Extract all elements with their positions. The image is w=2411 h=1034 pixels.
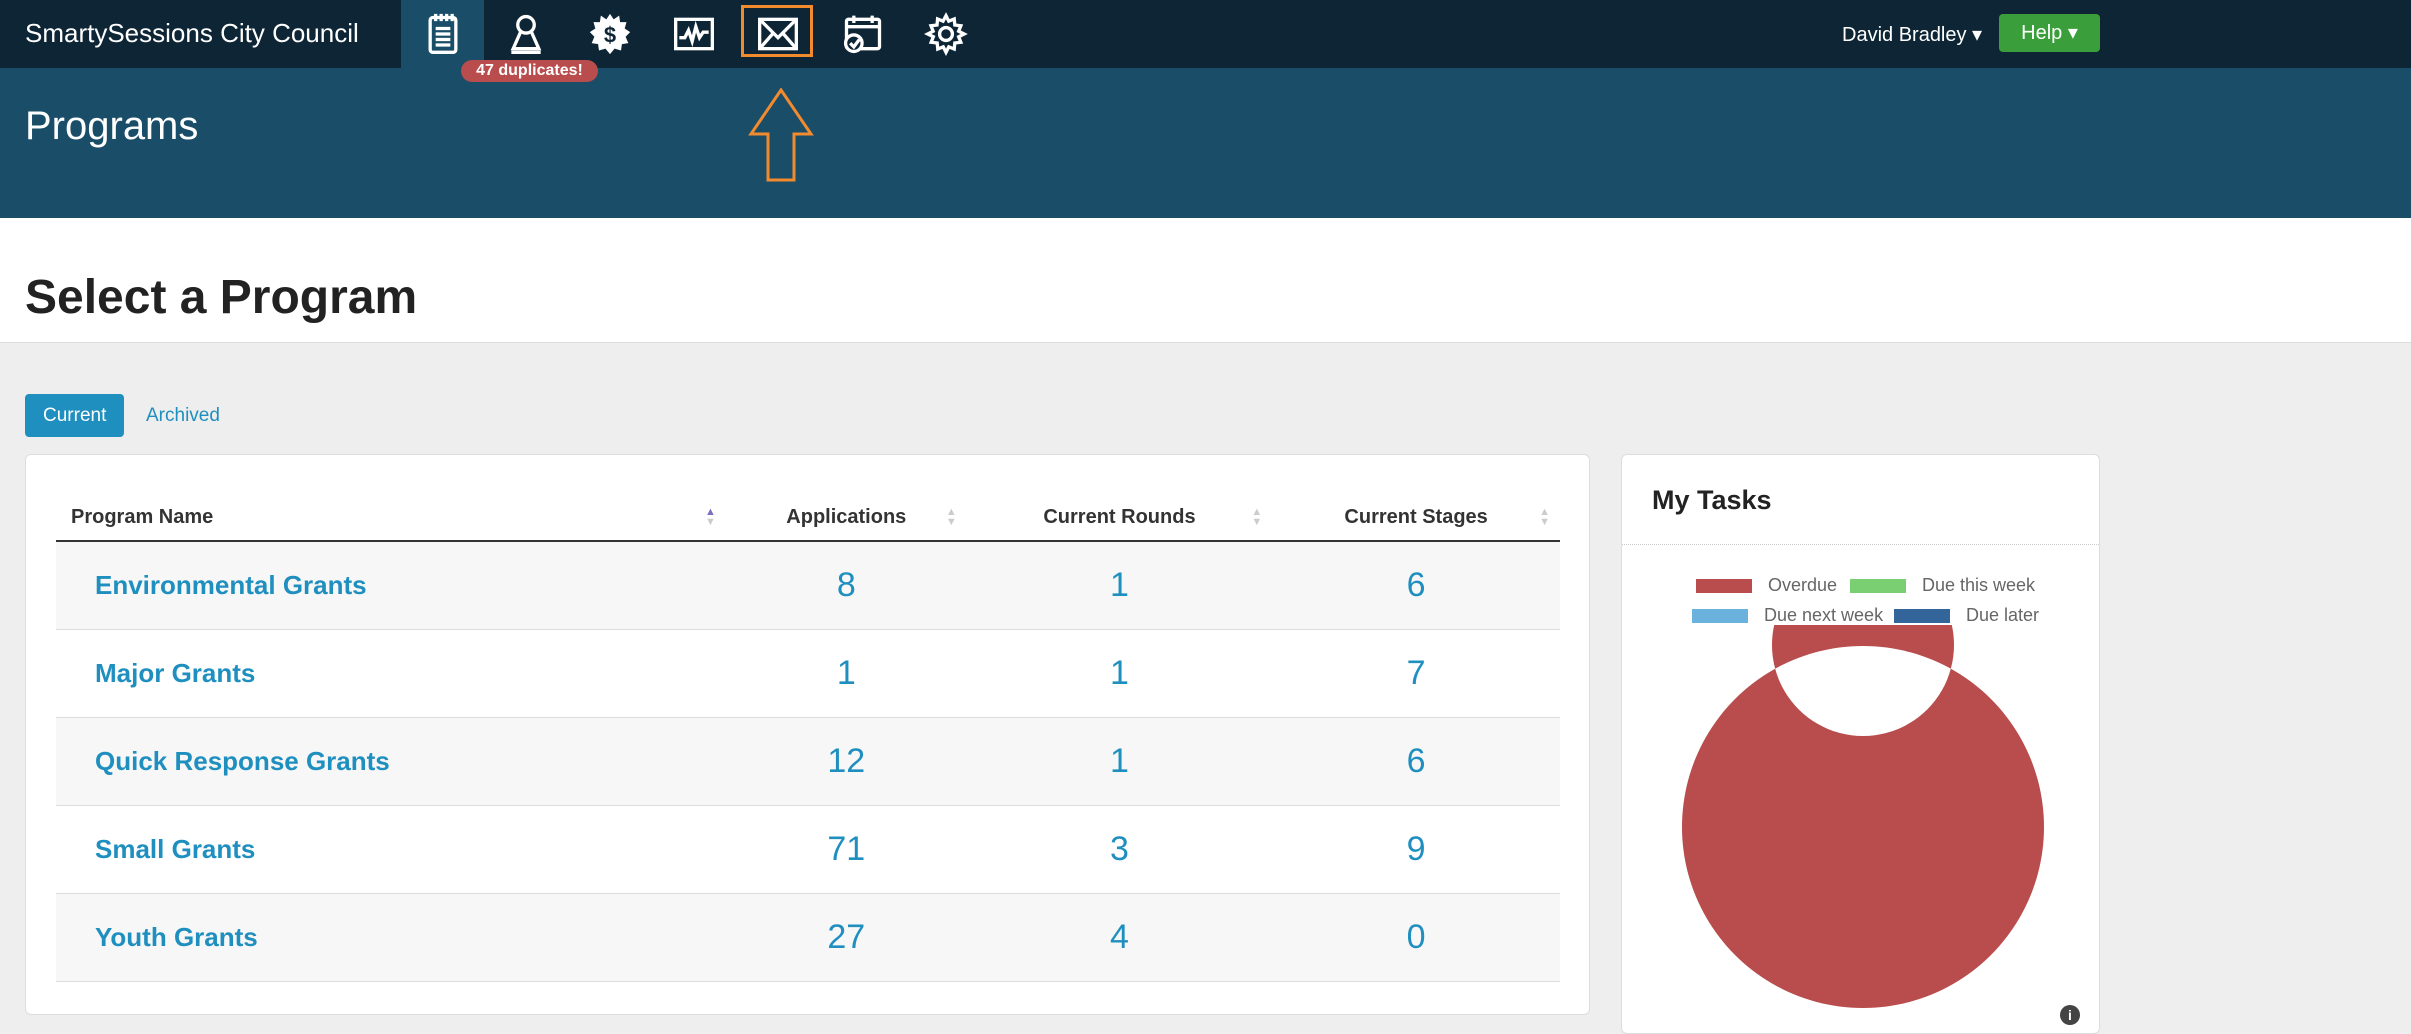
current-rounds-count[interactable]: 1 xyxy=(966,717,1273,806)
applications-count[interactable]: 12 xyxy=(725,717,967,806)
program-name-link[interactable]: Environmental Grants xyxy=(56,541,726,630)
column-header-current-rounds[interactable]: Current Rounds ▲ ▼ xyxy=(966,495,1273,542)
legend-swatch xyxy=(1894,608,1950,623)
current-rounds-count[interactable]: 1 xyxy=(966,629,1273,718)
donut-slice-overdue[interactable] xyxy=(1682,625,2044,1008)
user-menu[interactable]: David Bradley ▾ xyxy=(1842,24,1983,46)
current-stages-count[interactable]: 7 xyxy=(1272,629,1560,718)
up-arrow-annotation xyxy=(748,88,814,182)
gear-icon[interactable] xyxy=(916,6,976,62)
my-tasks-card: My Tasks Overdue Due this week Due next … xyxy=(1621,454,2100,1034)
legend-overdue[interactable]: Overdue xyxy=(1696,575,1837,596)
divider xyxy=(1622,544,2099,545)
column-header-program-name[interactable]: Program Name ▲ ▼ xyxy=(56,495,726,542)
current-rounds-count[interactable]: 3 xyxy=(966,805,1273,894)
top-navbar: SmartySessions City Council $ 47 duplica… xyxy=(0,0,2411,82)
tab-current[interactable]: Current xyxy=(25,394,125,437)
program-name-link[interactable]: Small Grants xyxy=(56,805,726,894)
legend-due-next-week[interactable]: Due next week xyxy=(1692,605,1883,626)
tasks-title: My Tasks xyxy=(1652,485,1772,515)
legend-swatch xyxy=(1850,578,1906,593)
applications-count[interactable]: 27 xyxy=(725,893,967,982)
applications-count[interactable]: 8 xyxy=(725,541,967,630)
current-stages-count[interactable]: 6 xyxy=(1272,717,1560,806)
title-bar: Select a Program xyxy=(0,218,2411,343)
donut-data-label: 1 xyxy=(1861,684,1870,701)
brand-name[interactable]: SmartySessions City Council xyxy=(25,18,359,48)
sort-icon[interactable]: ▲ ▼ xyxy=(1539,506,1550,528)
sort-icon[interactable]: ▲ ▼ xyxy=(1251,506,1263,528)
current-stages-count[interactable]: 0 xyxy=(1272,893,1560,982)
current-rounds-count[interactable]: 1 xyxy=(966,541,1273,630)
page-header: Programs 🔍︎ xyxy=(0,68,2411,282)
sort-icon[interactable]: ▲ ▼ xyxy=(945,506,957,528)
activity-chart-icon[interactable] xyxy=(664,6,724,62)
envelope-icon[interactable] xyxy=(748,6,808,62)
current-stages-count[interactable]: 9 xyxy=(1272,805,1560,894)
tasks-donut-chart: 1 xyxy=(1682,625,2044,1008)
calendar-check-icon[interactable] xyxy=(833,6,893,62)
current-stages-count[interactable]: 6 xyxy=(1272,541,1560,630)
section-title: Programs xyxy=(25,104,199,148)
table-row[interactable]: Environmental Grants 8 1 6 xyxy=(56,541,1560,630)
program-name-link[interactable]: Major Grants xyxy=(56,629,726,718)
help-button[interactable]: Help ▾ xyxy=(1999,14,2100,52)
table-row[interactable]: Major Grants 1 1 7 xyxy=(56,629,1560,718)
dollar-badge-icon[interactable]: $ xyxy=(580,6,640,62)
legend-swatch xyxy=(1692,608,1748,623)
programs-card: Program Name ▲ ▼ Applications ▲ ▼ Current Ro… xyxy=(25,454,1590,1015)
user-icon[interactable] xyxy=(496,6,556,62)
programs-table: Program Name ▲ ▼ Applications ▲ ▼ Current Ro… xyxy=(56,495,1560,982)
legend-swatch xyxy=(1696,578,1752,593)
notepad-icon[interactable] xyxy=(413,6,473,62)
sort-icon[interactable]: ▲ ▼ xyxy=(704,506,716,528)
legend-due-later[interactable]: Due later xyxy=(1894,605,2039,626)
info-icon[interactable]: i xyxy=(2060,1005,2080,1025)
tab-archived[interactable]: Archived xyxy=(146,405,220,426)
applications-count[interactable]: 1 xyxy=(725,629,967,718)
column-header-applications[interactable]: Applications ▲ ▼ xyxy=(725,495,967,542)
applications-count[interactable]: 71 xyxy=(725,805,967,894)
svg-text:$: $ xyxy=(604,22,616,47)
envelope-highlight-box xyxy=(741,5,813,57)
table-row[interactable]: Quick Response Grants 12 1 6 xyxy=(56,717,1560,806)
page-title: Select a Program xyxy=(25,271,418,324)
program-name-link[interactable]: Quick Response Grants xyxy=(56,717,726,806)
legend-due-this-week[interactable]: Due this week xyxy=(1850,575,2035,596)
program-name-link[interactable]: Youth Grants xyxy=(56,893,726,982)
table-row[interactable]: Small Grants 71 3 9 xyxy=(56,805,1560,894)
current-rounds-count[interactable]: 4 xyxy=(966,893,1273,982)
table-row[interactable]: Youth Grants 27 4 0 xyxy=(56,893,1560,982)
duplicates-badge[interactable]: 47 duplicates! xyxy=(461,60,598,82)
column-header-current-stages[interactable]: Current Stages ▲ ▼ xyxy=(1272,495,1560,542)
